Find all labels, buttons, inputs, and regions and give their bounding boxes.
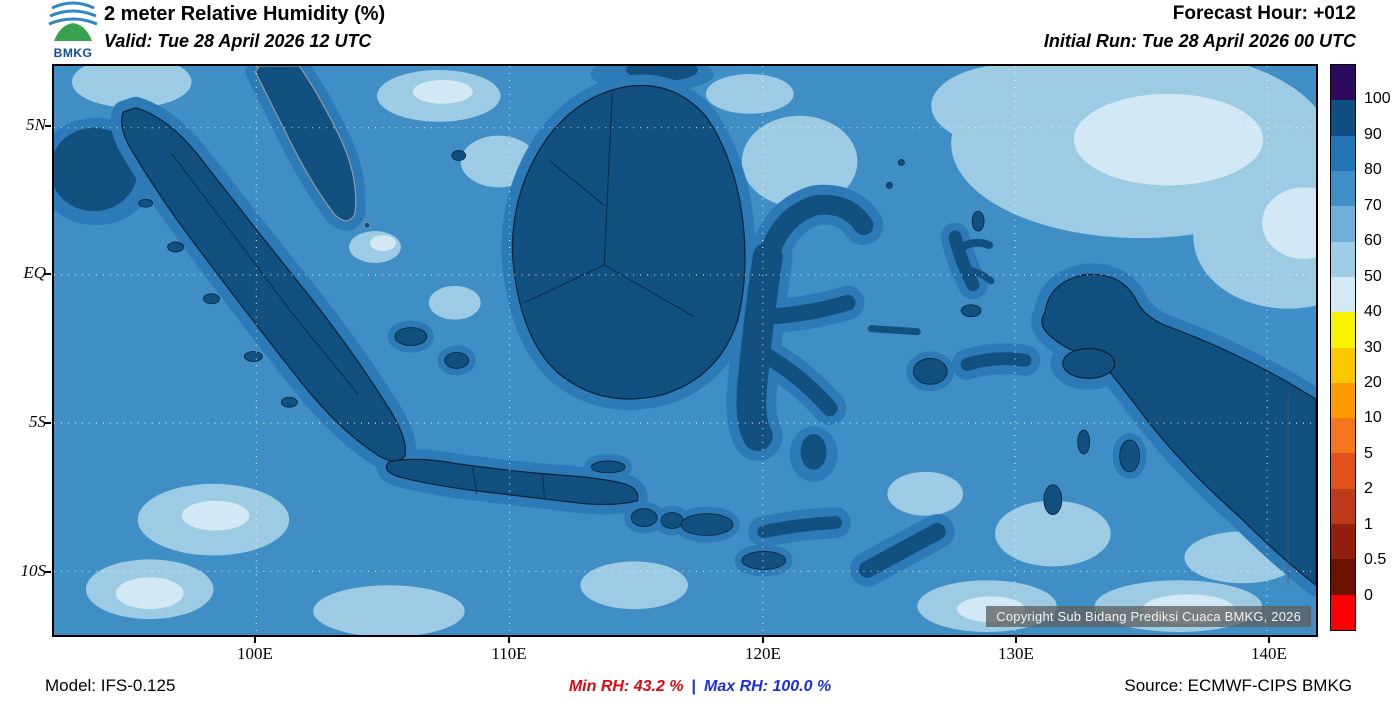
colorbar-segment [1331,488,1355,525]
colorbar-segment [1331,524,1355,560]
min-rh-value: Min RH: 43.2 % [568,678,684,695]
island-borneo [511,84,746,400]
colorbar-tick-label: 60 [1364,232,1382,250]
colorbar-tick-label: 30 [1364,338,1382,356]
lon-tick [254,637,256,643]
island-flores [757,516,843,539]
colorbar-segment [1331,382,1355,419]
colorbar-tick-label: 80 [1364,161,1382,179]
colorbar-segment [1331,453,1355,489]
malay-peninsula [254,66,357,222]
colorbar-segment [1331,594,1355,630]
bmkg-logo: BMKG [44,1,102,63]
lat-tick [45,125,51,127]
map-svg [54,66,1316,635]
colorbar-tick-label: 0 [1364,586,1373,604]
island-timor [858,523,946,578]
max-rh-value: Max RH: 100.0 % [704,678,832,695]
colorbar-segment [1331,206,1355,242]
colorbar-segment [1331,276,1355,313]
lat-tick [45,571,51,573]
lon-label: 110E [491,644,527,663]
source-label: Source: ECMWF-CIPS BMKG [1124,676,1352,695]
colorbar-tick-label: 50 [1364,267,1382,285]
lat-label: EQ [23,263,46,282]
island-halmahera [948,230,980,292]
forecast-hour-label: Forecast Hour: +012 [1172,3,1356,24]
colorbar-tick-label: 10 [1364,409,1382,427]
lon-label: 120E [745,644,781,663]
valid-time-label: Valid: Tue 28 April 2026 12 UTC [104,31,372,51]
colorbar-tick-label: 100 [1364,90,1391,108]
small-islands [138,150,1140,570]
island-seram [960,352,1032,371]
colorbar-segment [1331,347,1355,383]
minmax-separator: | [691,678,696,695]
bmkg-logo-text: BMKG [53,46,93,60]
colorbar-segment [1331,135,1355,171]
copyright-watermark: Copyright Sub Bidang Prediksi Cuaca BMKG… [986,606,1311,627]
colorbar-tick-label: 1 [1364,515,1373,533]
lat-tick [45,422,51,424]
lon-label: 130E [998,644,1034,663]
lat-tick [45,273,51,275]
strait-pale-patch [349,231,401,263]
lon-label: 140E [1251,644,1287,663]
model-label: Model: IFS-0.125 [45,676,176,695]
humidity-map: Copyright Sub Bidang Prediksi Cuaca BMKG… [52,64,1318,637]
colorbar-tick-label: 5 [1364,444,1373,462]
island-sulawesi-east-arm [757,294,856,325]
peninsula-bomberai [1062,347,1116,379]
lon-label: 100E [237,644,273,663]
islands [120,66,1316,586]
colorbar-tick-label: 70 [1364,196,1382,214]
colorbar-tick-label: 20 [1364,373,1382,391]
island-java [385,458,639,506]
lat-label: 10S [20,561,47,580]
humidity-light-patches [71,66,1316,635]
colorbar-tick-label: 40 [1364,303,1382,321]
lon-tick [1268,637,1270,643]
colorbar-segment [1331,312,1355,348]
lon-tick [508,637,510,643]
colorbar-tick-label: 90 [1364,125,1382,143]
island-sulawesi-north-arm [757,194,874,271]
bmkg-logo-icon [48,1,98,41]
colorbar-segment [1331,170,1355,207]
island-sula [867,325,921,336]
initial-run-label: Initial Run: Tue 28 April 2026 00 UTC [1043,31,1356,51]
colorbar-tick-label: 0.5 [1364,551,1387,569]
lon-tick [762,637,764,643]
island-sulawesi-body [736,242,783,451]
colorbar-segment [1331,241,1355,277]
colorbar-segment [1331,65,1355,101]
lon-tick [1015,637,1017,643]
colorbar-segment [1331,100,1355,136]
island-sulawesi-se-arm [759,348,838,417]
colorbar-segment [1331,418,1355,454]
colorbar-tick-label: 2 [1364,480,1373,498]
lat-label: 5N [26,115,46,134]
page-title: 2 meter Relative Humidity (%) [104,3,386,25]
colorbar [1330,64,1356,631]
colorbar-segment [1331,559,1355,595]
minmax-stats: Min RH: 43.2 % | Max RH: 100.0 % [569,678,831,696]
lat-label: 5S [29,412,46,431]
